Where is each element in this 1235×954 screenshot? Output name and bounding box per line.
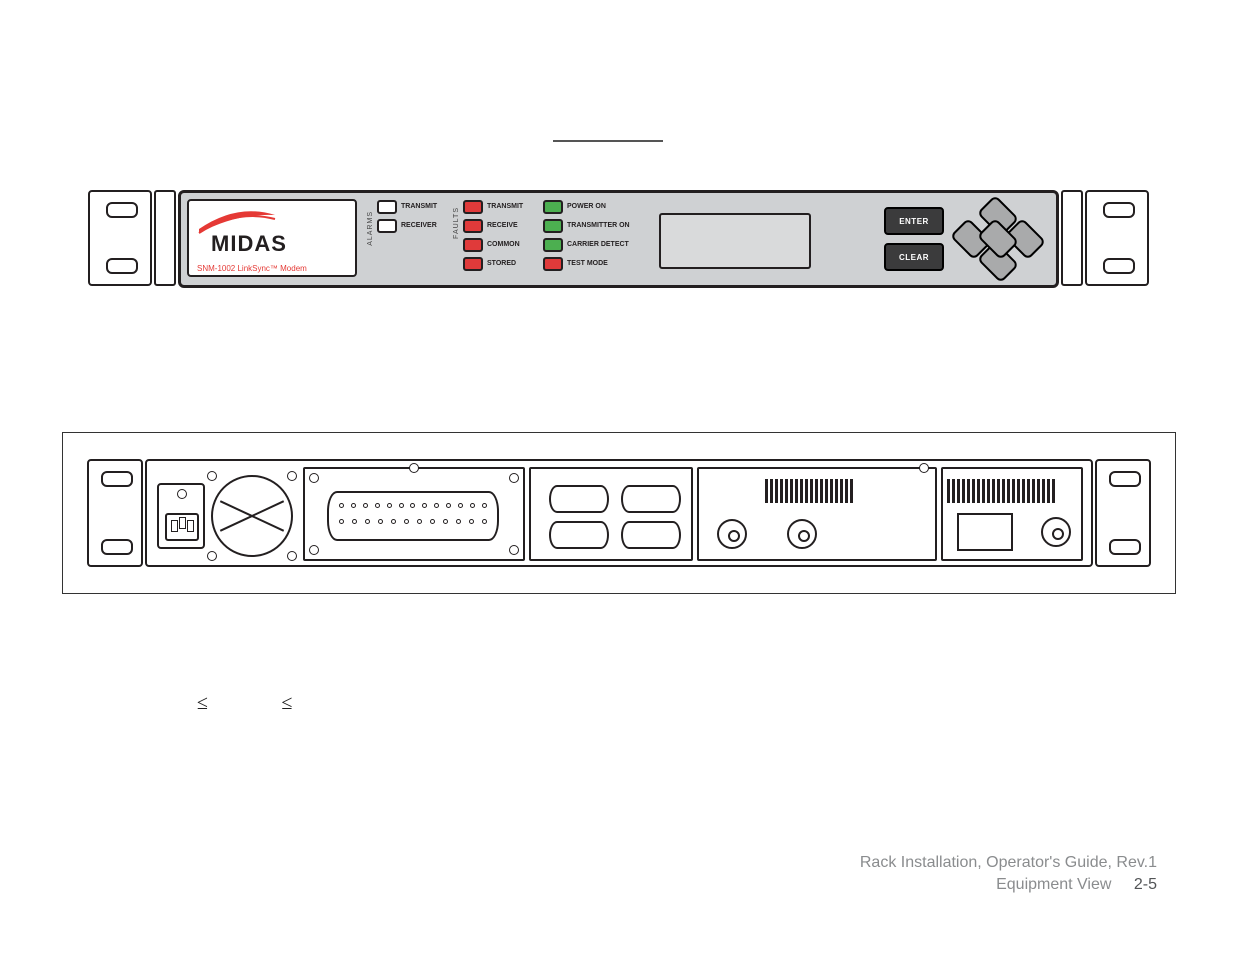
mount-slot	[1103, 202, 1135, 218]
db9-connector	[549, 521, 609, 549]
footer-page: 2-5	[1116, 876, 1157, 893]
brand-name: MIDAS	[211, 231, 287, 257]
mount-slot	[1109, 471, 1141, 487]
leq-symbol: ≤	[185, 692, 220, 714]
alarm-receiver: RECEIVER	[377, 220, 453, 232]
ground-icon	[177, 489, 187, 499]
faults-vlabel: FAULTS	[453, 207, 460, 239]
alarms-vlabel: ALARMS	[367, 211, 374, 246]
bnc-connector	[787, 519, 817, 549]
mount-slot	[106, 202, 138, 218]
led-label: TRANSMIT	[401, 201, 437, 213]
lcd-display	[659, 213, 811, 269]
fan-icon	[211, 475, 293, 557]
iec-socket	[165, 513, 199, 541]
led-label: STORED	[487, 258, 516, 270]
led-icon	[543, 238, 563, 252]
modem-front-panel: MIDAS SNM-1002 LinkSync™ Modem ALARMS TR…	[178, 190, 1059, 288]
data-interface-card	[303, 467, 525, 561]
mount-slot	[1109, 539, 1141, 555]
led-icon	[377, 200, 397, 214]
spec-line: ≤ ≤	[185, 692, 305, 715]
led-icon	[463, 219, 483, 233]
db25-connector	[327, 491, 499, 541]
rack-ear-left	[88, 190, 152, 286]
enter-button[interactable]: ENTER	[884, 207, 944, 235]
fault-stored: STORED	[463, 258, 539, 270]
led-label: RECEIVE	[487, 220, 518, 232]
status-column: POWER ON TRANSMITTER ON CARRIER DETECT T…	[543, 201, 653, 277]
serial-card	[529, 467, 693, 561]
status-transmitter-on: TRANSMITTER ON	[543, 220, 653, 232]
page-footer: Rack Installation, Operator's Guide, Rev…	[860, 852, 1157, 896]
brand-subtitle: SNM-1002 LinkSync™ Modem	[197, 264, 307, 273]
led-label: TRANSMITTER ON	[567, 220, 630, 232]
vent-icon	[765, 479, 869, 503]
bnc-connector	[1041, 517, 1071, 547]
mount-slot	[1103, 258, 1135, 274]
front-panel-figure: MIDAS SNM-1002 LinkSync™ Modem ALARMS TR…	[88, 190, 1149, 282]
fault-receive: RECEIVE	[463, 220, 539, 232]
clear-button[interactable]: CLEAR	[884, 243, 944, 271]
fault-common: COMMON	[463, 239, 539, 251]
db9-connector	[621, 485, 681, 513]
modem-rear-panel	[145, 459, 1093, 567]
led-icon	[543, 219, 563, 233]
led-label: TEST MODE	[567, 258, 608, 270]
db9-connector	[549, 485, 609, 513]
status-power-on: POWER ON	[543, 201, 653, 213]
ac-power-inlet	[157, 483, 205, 549]
bnc-connector	[717, 519, 747, 549]
led-label: POWER ON	[567, 201, 606, 213]
module-slot	[957, 513, 1013, 551]
faults-column: TRANSMIT RECEIVE COMMON STORED	[463, 201, 539, 277]
brand-plate: MIDAS SNM-1002 LinkSync™ Modem	[187, 199, 357, 277]
nav-arrows	[948, 201, 1044, 277]
mount-slot	[101, 471, 133, 487]
led-label: TRANSMIT	[487, 201, 523, 213]
rear-rack-ear-right	[1095, 459, 1151, 567]
mount-slot	[106, 258, 138, 274]
fault-transmit: TRANSMIT	[463, 201, 539, 213]
rack-ear-right	[1085, 190, 1149, 286]
rf-card	[697, 467, 937, 561]
led-icon	[543, 200, 563, 214]
rear-panel-figure	[87, 459, 1151, 563]
led-label: CARRIER DETECT	[567, 239, 629, 251]
handle-right	[1061, 190, 1083, 286]
db9-connector	[621, 521, 681, 549]
led-icon	[543, 257, 563, 271]
footer-section: Equipment View	[996, 876, 1111, 893]
section-rule	[553, 140, 663, 142]
status-test-mode: TEST MODE	[543, 258, 653, 270]
alarm-transmit: TRANSMIT	[377, 201, 453, 213]
vent-icon	[947, 479, 1073, 503]
rear-rack-ear-left	[87, 459, 143, 567]
aux-card	[941, 467, 1083, 561]
led-label: RECEIVER	[401, 220, 437, 232]
handle-left	[154, 190, 176, 286]
led-icon	[463, 257, 483, 271]
footer-title: Rack Installation, Operator's Guide, Rev…	[860, 852, 1157, 874]
mount-slot	[101, 539, 133, 555]
alarms-column: TRANSMIT RECEIVER	[377, 201, 453, 239]
leq-symbol: ≤	[269, 692, 304, 714]
led-icon	[463, 238, 483, 252]
rear-panel-figure-frame	[62, 432, 1176, 594]
led-label: COMMON	[487, 239, 520, 251]
led-icon	[463, 200, 483, 214]
status-carrier-detect: CARRIER DETECT	[543, 239, 653, 251]
led-icon	[377, 219, 397, 233]
